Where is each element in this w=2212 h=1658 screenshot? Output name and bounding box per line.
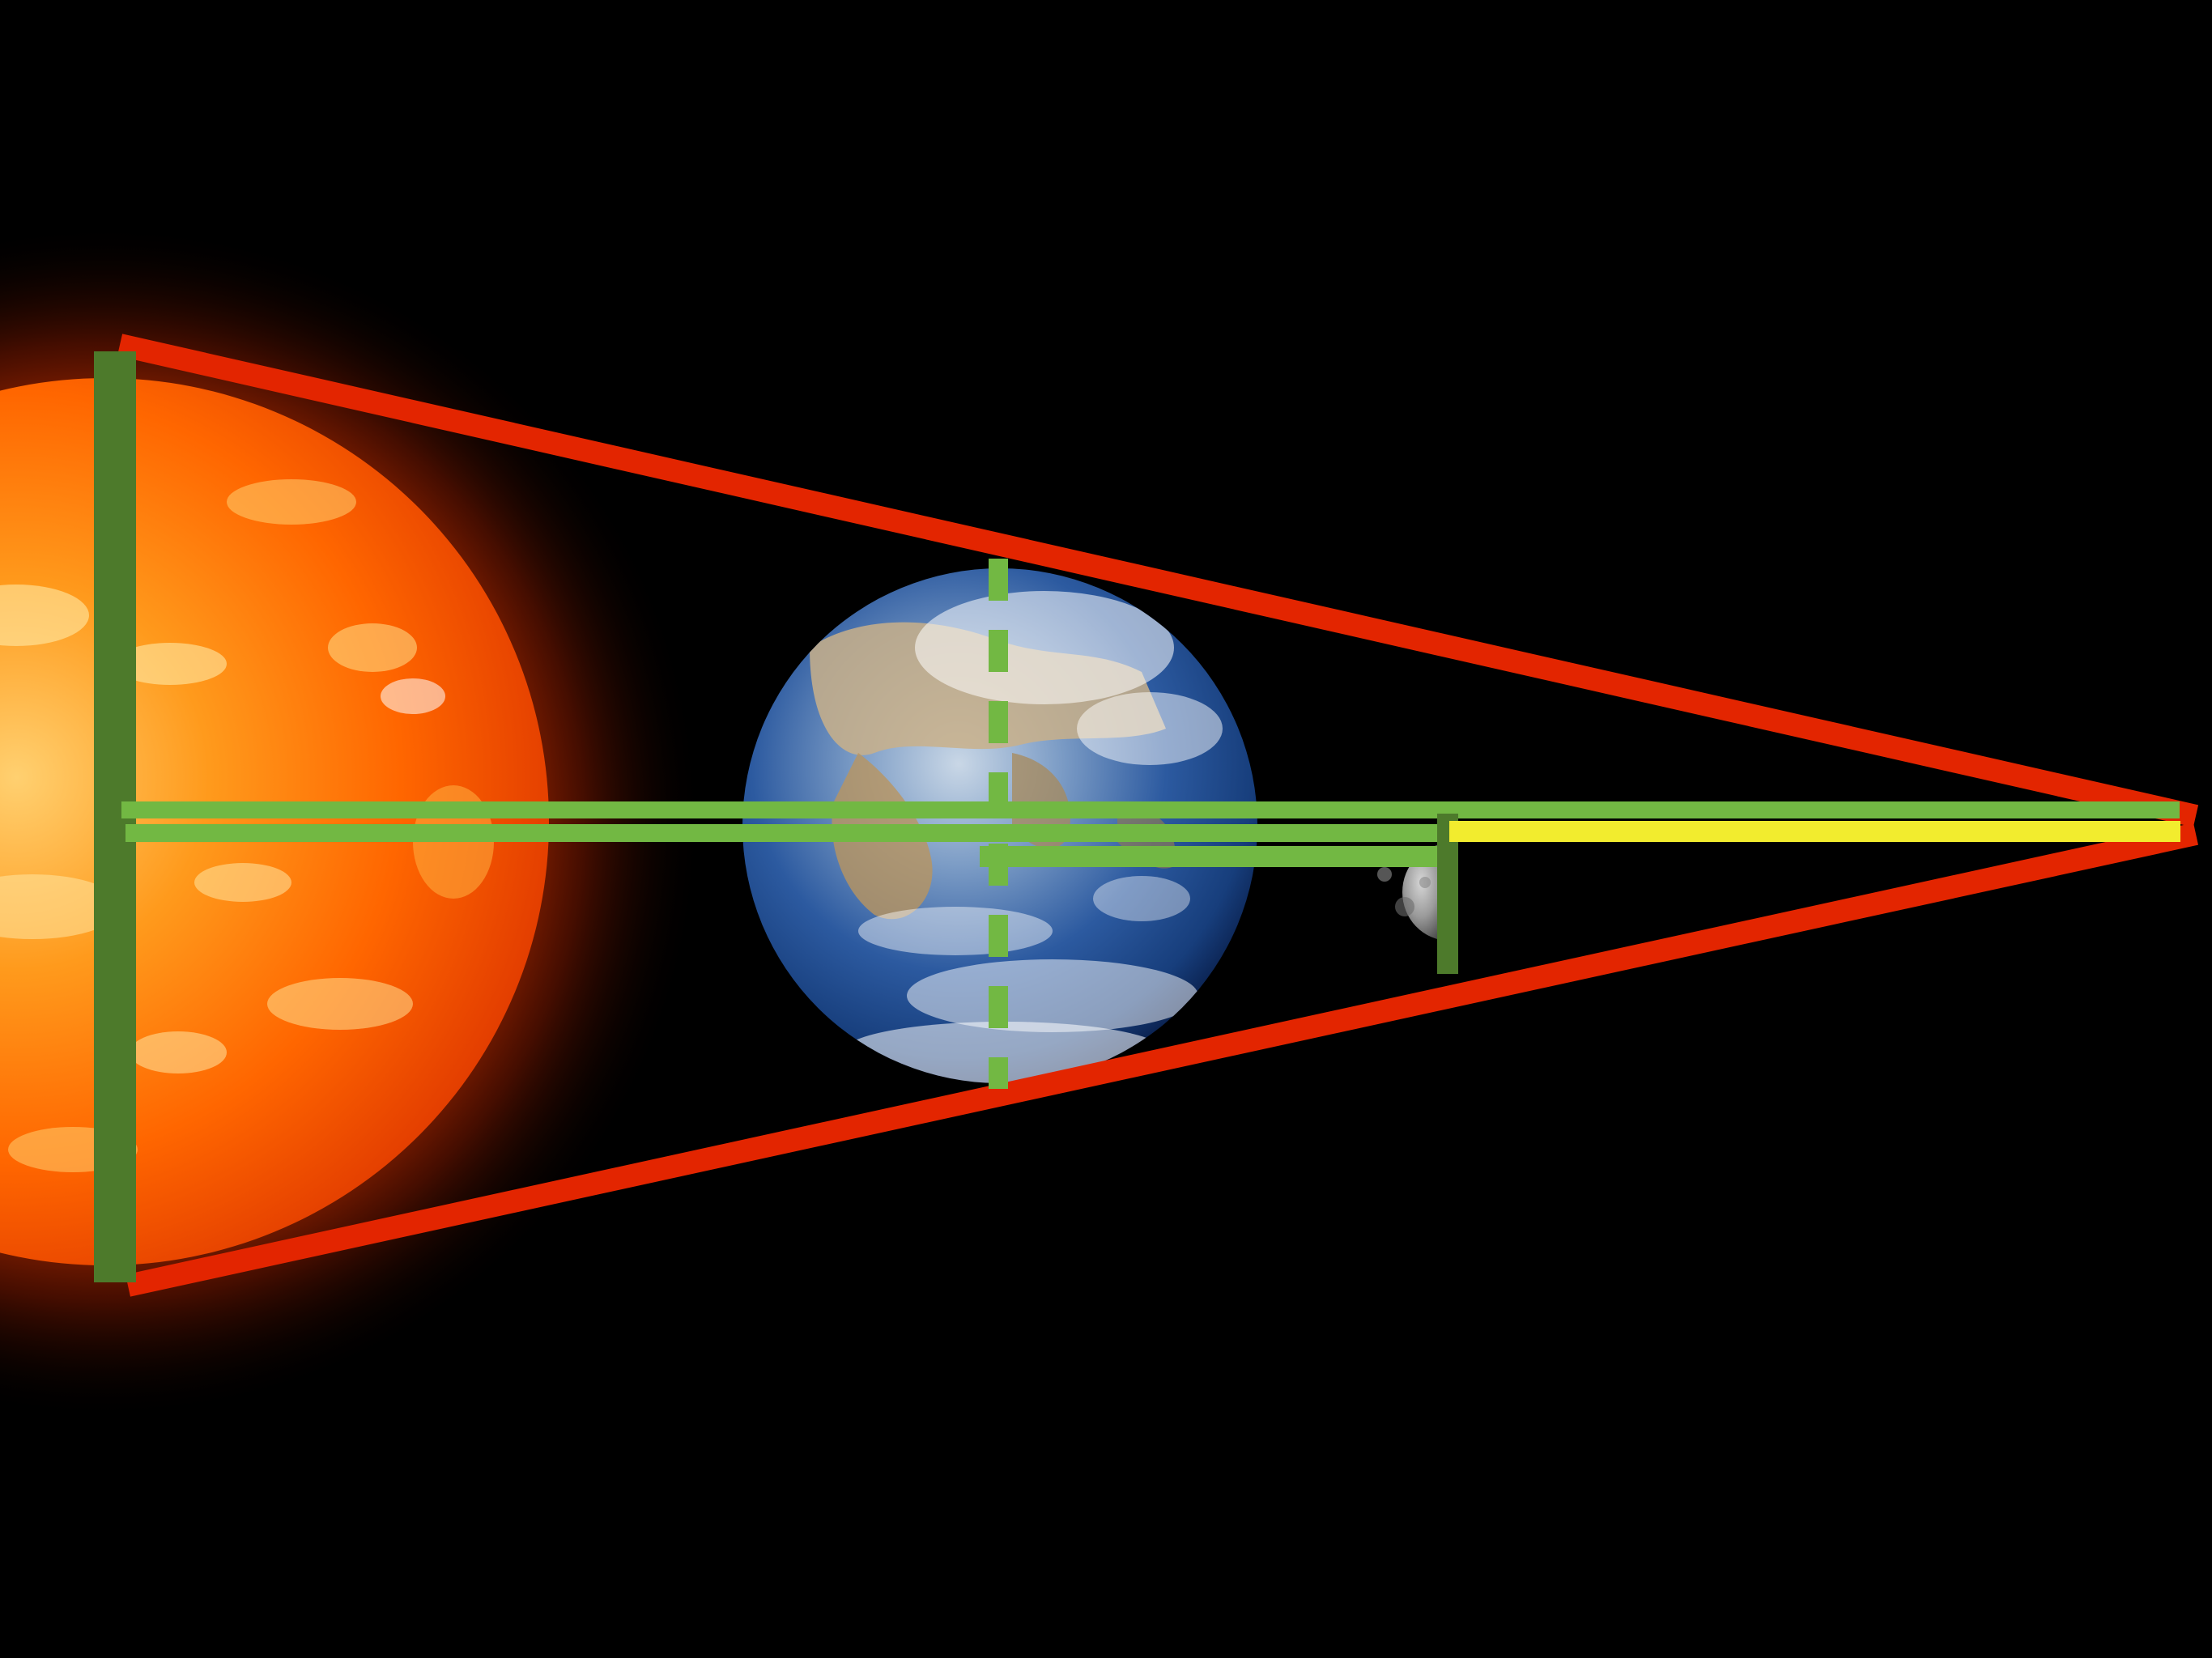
- shadow-cone-lower-edge: [125, 823, 2198, 1297]
- distance-lines: [121, 801, 2180, 867]
- umbra-length-line: [1449, 821, 2180, 842]
- shadow-cone: [117, 334, 2199, 1297]
- sun-to-apex-line: [121, 801, 2180, 818]
- shadow-cone-upper-edge: [117, 334, 2199, 827]
- sun: [0, 223, 704, 1421]
- earth-to-moon-line: [980, 846, 1443, 867]
- sun-to-moon-line: [125, 824, 1441, 842]
- earth-surface-detail: [810, 591, 1223, 1083]
- sun-surface-texture: [0, 479, 494, 1172]
